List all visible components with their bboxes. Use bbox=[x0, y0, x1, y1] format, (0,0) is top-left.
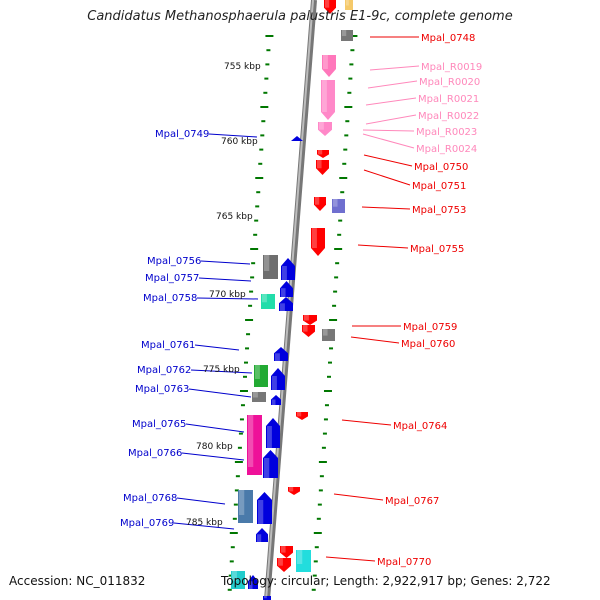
gene-arrow-37 bbox=[263, 596, 271, 600]
scale-label: 755 kbp bbox=[224, 62, 261, 72]
gene-arrow-35 bbox=[231, 571, 245, 589]
gene-arrow-22 bbox=[252, 392, 266, 402]
gene-label-right: Mpal_R0023 bbox=[416, 127, 477, 138]
gene-label-right: Mpal_R0022 bbox=[418, 111, 479, 122]
page-title: Candidatus Methanosphaerula palustris E1… bbox=[87, 9, 513, 24]
gene-label-left: Mpal_0766 bbox=[128, 448, 182, 459]
gene-arrow-14 bbox=[279, 297, 293, 311]
gene-arrow-10 bbox=[311, 228, 325, 256]
gene-arrow-29 bbox=[238, 490, 253, 523]
gene-label-right: Mpal_0750 bbox=[414, 162, 468, 173]
gene-label-left: Mpal_0765 bbox=[132, 419, 186, 430]
gene-arrow-9 bbox=[332, 199, 345, 213]
scale-labels: 755 kbp 760 kbp 765 kbp 770 kbp 775 kbp 780 k… bbox=[186, 62, 261, 528]
gene-arrow-7 bbox=[316, 160, 329, 175]
gene-arrow-small bbox=[291, 136, 303, 141]
accession-text: Accession: NC_011832 bbox=[9, 574, 146, 588]
gene-arrow-23 bbox=[271, 395, 281, 405]
topology-text: Topology: circular; Length: 2,922,917 bp… bbox=[221, 574, 551, 588]
gene-arrow-30 bbox=[257, 492, 272, 524]
gene-label-right: Mpal_0753 bbox=[412, 205, 466, 216]
gene-label-right: Mpal_0748 bbox=[421, 33, 475, 44]
gene-arrow-31 bbox=[256, 528, 268, 542]
gene-arrow-25 bbox=[247, 415, 262, 475]
gene-arrow-11 bbox=[263, 255, 278, 279]
gene-arrow-0 bbox=[324, 0, 336, 14]
scale-label: 775 kbp bbox=[203, 365, 240, 375]
scale-label: 780 kbp bbox=[196, 442, 233, 452]
gene-label-left: Mpal_0756 bbox=[147, 256, 201, 267]
gene-arrow-2 bbox=[341, 30, 353, 41]
gene-arrow-5 bbox=[318, 122, 332, 136]
gene-arrow-33 bbox=[277, 558, 291, 572]
gene-label-left: Mpal_0763 bbox=[135, 384, 189, 395]
gene-label-right: Mpal_0764 bbox=[393, 421, 447, 432]
gene-label-left: Mpal_0758 bbox=[143, 293, 197, 304]
gene-label-right: Mpal_R0019 bbox=[421, 62, 482, 73]
gene-arrow-15 bbox=[261, 294, 275, 309]
scale-label: 770 kbp bbox=[209, 290, 246, 300]
right-tick-track bbox=[311, 35, 358, 591]
gene-label-right: Mpal_R0021 bbox=[418, 94, 479, 105]
gene-arrow-21 bbox=[271, 368, 285, 390]
gene-label-left: Mpal_0769 bbox=[120, 518, 174, 529]
gene-labels: Mpal_0749 Mpal_0756 Mpal_0757 Mpal_0758 Mpal… bbox=[120, 33, 482, 568]
gene-label-right: Mpal_0760 bbox=[401, 339, 455, 350]
gene-label-left: Mpal_0757 bbox=[145, 273, 199, 284]
gene-arrow-27 bbox=[263, 450, 278, 478]
label-leader-lines bbox=[173, 36, 420, 562]
gene-label-right: Mpal_0767 bbox=[385, 496, 439, 507]
gene-arrow-28 bbox=[288, 487, 300, 495]
gene-label-left: Mpal_0761 bbox=[141, 340, 195, 351]
gene-label-left: Mpal_0749 bbox=[155, 129, 209, 140]
gene-label-right: Mpal_R0020 bbox=[419, 77, 480, 88]
gene-label-right: Mpal_0755 bbox=[410, 244, 464, 255]
scale-label: 765 kbp bbox=[216, 212, 253, 222]
gene-label-left: Mpal_0768 bbox=[123, 493, 177, 504]
gene-arrow-17 bbox=[302, 325, 315, 337]
gene-label-right: Mpal_R0024 bbox=[416, 144, 477, 155]
gene-arrow-16 bbox=[303, 315, 317, 325]
gene-features bbox=[231, 0, 353, 600]
gene-arrow-6 bbox=[317, 150, 329, 158]
gene-label-right: Mpal_0759 bbox=[403, 322, 457, 333]
gene-arrow-36 bbox=[248, 575, 258, 589]
gene-arrow-32 bbox=[280, 546, 293, 558]
gene-arrow-4 bbox=[321, 80, 335, 120]
gene-arrow-19 bbox=[274, 347, 288, 361]
gene-arrow-8 bbox=[314, 197, 326, 211]
gene-label-right: Mpal_0751 bbox=[412, 181, 466, 192]
gene-arrow-18 bbox=[322, 329, 335, 341]
gene-arrow-24 bbox=[296, 412, 308, 420]
gene-arrow-1 bbox=[345, 0, 353, 10]
gene-label-right: Mpal_0770 bbox=[377, 557, 431, 568]
scale-label: 760 kbp bbox=[221, 137, 258, 147]
scale-label: 785 kbp bbox=[186, 518, 223, 528]
gene-arrow-12 bbox=[281, 258, 295, 280]
gene-label-left: Mpal_0762 bbox=[137, 365, 191, 376]
gene-arrow-26 bbox=[266, 418, 280, 448]
gene-arrow-13 bbox=[280, 281, 293, 297]
gene-arrow-34 bbox=[296, 550, 311, 572]
gene-arrow-20 bbox=[254, 365, 268, 387]
gene-arrow-3 bbox=[322, 55, 336, 77]
